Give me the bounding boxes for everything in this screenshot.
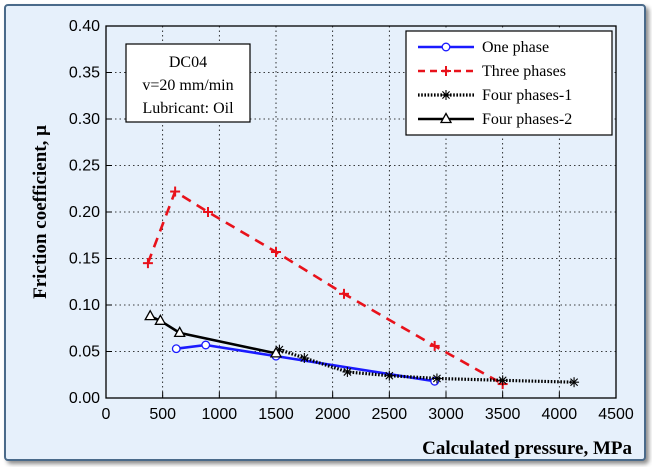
x-tick-label: 500: [149, 406, 176, 423]
series-3: [144, 309, 283, 358]
series-1: [142, 186, 508, 390]
grid-lines: [106, 26, 616, 398]
axis-ticks: 0 500 1000 1500 2000 2500 3000 3500 4000 4500 0.00…: [69, 18, 634, 423]
data-point-1: [429, 340, 440, 351]
x-tick-label: 1500: [258, 406, 294, 423]
x-tick-label: 4000: [542, 406, 578, 423]
y-tick-label: 0.05: [69, 344, 100, 361]
annotation-line-1: DC04: [169, 54, 207, 71]
series-line-3: [149, 314, 277, 355]
data-point-2: [569, 377, 580, 388]
data-point-1: [170, 186, 181, 197]
x-tick-label: 3500: [485, 406, 521, 423]
series-line-0: [176, 343, 435, 383]
marker-stroke: [432, 374, 441, 383]
series-layer: [142, 186, 580, 390]
x-tick-label: 4500: [598, 406, 634, 423]
annotation-line-2: v=20 mm/min: [142, 77, 233, 94]
series-line-1: [146, 190, 504, 386]
data-point-2: [497, 375, 508, 386]
data-point-1: [142, 258, 153, 269]
legend: One phase Three phases Four phases-1 Four p…: [405, 30, 613, 136]
series-2: [274, 344, 580, 388]
annotation-box: DC04 v=20 mm/min Lubricant: Oil: [125, 43, 251, 123]
annotation-line-3: Lubricant: Oil: [142, 100, 234, 117]
data-point-2: [384, 370, 395, 381]
y-tick-label: 0.15: [69, 251, 100, 268]
y-tick-label: 0.00: [69, 390, 100, 407]
x-tick-label: 0: [102, 406, 111, 423]
marker-stroke: [385, 371, 394, 380]
y-tick-label: 0.30: [69, 111, 100, 128]
legend-marker-2: [441, 90, 451, 100]
data-point-1: [339, 288, 349, 299]
y-tick-label: 0.40: [69, 18, 100, 35]
legend-marker-3: [439, 112, 453, 124]
x-axis-label: Calculated pressure, MPa: [422, 438, 632, 459]
data-point-3: [269, 346, 283, 358]
x-tick-label: 3000: [428, 406, 464, 423]
data-point-2: [431, 373, 442, 384]
series-line-2: [278, 348, 575, 384]
data-point-1: [203, 207, 213, 217]
data-point-0: [171, 344, 181, 354]
y-tick-label: 0.25: [69, 158, 100, 175]
x-tick-label: 1000: [202, 406, 238, 423]
y-tick-label: 0.20: [69, 204, 100, 221]
data-point-2: [299, 353, 310, 364]
data-point-3: [154, 313, 167, 325]
data-point-3: [144, 309, 157, 321]
x-tick-label: 2000: [315, 406, 351, 423]
marker-stroke: [570, 378, 579, 387]
legend-marker-1: [441, 66, 451, 76]
data-point-3: [173, 326, 186, 338]
legend-marker-0: [441, 42, 451, 52]
legend-label-0: One phase: [482, 39, 549, 56]
data-point-1: [271, 246, 281, 257]
y-tick-label: 0.35: [69, 65, 100, 82]
marker-stroke: [442, 91, 450, 99]
x-tick-label: 2500: [372, 406, 408, 423]
data-point-2: [342, 366, 353, 377]
series-0: [171, 340, 440, 386]
legend-label-3: Four phases-2: [482, 111, 572, 128]
y-tick-label: 0.10: [69, 297, 100, 314]
y-axis-label: Friction coefficient, μ: [30, 125, 51, 299]
marker-stroke: [498, 376, 507, 385]
marker-stroke: [343, 367, 352, 376]
legend-label-1: Three phases: [482, 63, 566, 80]
data-point-0: [201, 340, 211, 350]
legend-label-2: Four phases-1: [482, 87, 572, 104]
marker-stroke: [300, 354, 309, 362]
